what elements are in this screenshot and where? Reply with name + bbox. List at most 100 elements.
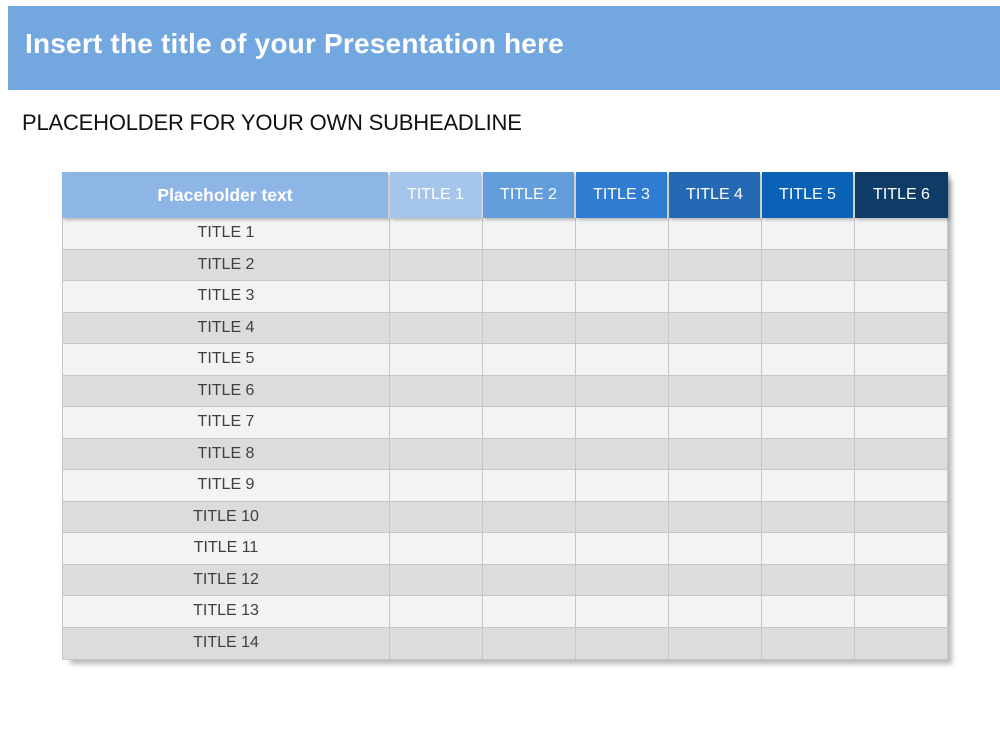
empty-cell[interactable] xyxy=(576,281,669,312)
empty-cell[interactable] xyxy=(762,312,855,343)
empty-cell[interactable] xyxy=(390,312,483,343)
empty-cell[interactable] xyxy=(483,375,576,406)
row-label-cell[interactable]: TITLE 3 xyxy=(63,281,390,312)
empty-cell[interactable] xyxy=(390,249,483,280)
empty-cell[interactable] xyxy=(576,501,669,532)
empty-cell[interactable] xyxy=(669,249,762,280)
empty-cell[interactable] xyxy=(483,281,576,312)
empty-cell[interactable] xyxy=(576,438,669,469)
empty-cell[interactable] xyxy=(576,533,669,564)
empty-cell[interactable] xyxy=(669,281,762,312)
header-cell-title-4[interactable]: TITLE 4 xyxy=(669,172,760,218)
empty-cell[interactable] xyxy=(576,249,669,280)
header-cell-title-2[interactable]: TITLE 2 xyxy=(483,172,574,218)
row-label-cell[interactable]: TITLE 6 xyxy=(63,375,390,406)
empty-cell[interactable] xyxy=(390,344,483,375)
empty-cell[interactable] xyxy=(855,439,947,470)
row-label-cell[interactable]: TITLE 7 xyxy=(63,407,390,438)
empty-cell[interactable] xyxy=(762,249,855,280)
empty-cell[interactable] xyxy=(576,375,669,406)
empty-cell[interactable] xyxy=(390,596,483,627)
empty-cell[interactable] xyxy=(762,218,855,249)
empty-cell[interactable] xyxy=(576,596,669,627)
row-label-cell[interactable]: TITLE 9 xyxy=(63,470,390,501)
empty-cell[interactable] xyxy=(390,470,483,501)
empty-cell[interactable] xyxy=(669,344,762,375)
empty-cell[interactable] xyxy=(483,564,576,595)
empty-cell[interactable] xyxy=(762,470,855,501)
empty-cell[interactable] xyxy=(762,627,855,659)
subheadline[interactable]: PLACEHOLDER FOR YOUR OWN SUBHEADLINE xyxy=(22,110,522,135)
empty-cell[interactable] xyxy=(390,533,483,564)
empty-cell[interactable] xyxy=(483,596,576,627)
header-cell-placeholder[interactable]: Placeholder text xyxy=(62,172,388,218)
header-cell-title-3[interactable]: TITLE 3 xyxy=(576,172,667,218)
empty-cell[interactable] xyxy=(762,596,855,627)
empty-cell[interactable] xyxy=(483,218,576,249)
row-label-cell[interactable]: TITLE 10 xyxy=(63,501,390,532)
slide-title[interactable]: Insert the title of your Presentation he… xyxy=(25,28,564,59)
empty-cell[interactable] xyxy=(483,407,576,438)
empty-cell[interactable] xyxy=(762,438,855,469)
header-cell-title-5[interactable]: TITLE 5 xyxy=(762,172,853,218)
empty-cell[interactable] xyxy=(855,565,947,596)
empty-cell[interactable] xyxy=(576,470,669,501)
empty-cell[interactable] xyxy=(483,627,576,659)
row-label-cell[interactable]: TITLE 1 xyxy=(63,218,390,249)
empty-cell[interactable] xyxy=(390,218,483,249)
row-label-cell[interactable]: TITLE 2 xyxy=(63,249,390,280)
empty-cell[interactable] xyxy=(762,281,855,312)
header-cell-title-1[interactable]: TITLE 1 xyxy=(390,172,481,218)
empty-cell[interactable] xyxy=(762,344,855,375)
empty-cell[interactable] xyxy=(855,218,947,249)
empty-cell[interactable] xyxy=(483,344,576,375)
empty-cell[interactable] xyxy=(762,564,855,595)
empty-cell[interactable] xyxy=(390,627,483,659)
empty-cell[interactable] xyxy=(390,564,483,595)
empty-cell[interactable] xyxy=(669,312,762,343)
row-label-cell[interactable]: TITLE 13 xyxy=(63,596,390,627)
empty-cell[interactable] xyxy=(762,533,855,564)
empty-cell[interactable] xyxy=(483,438,576,469)
empty-cell[interactable] xyxy=(669,375,762,406)
empty-cell[interactable] xyxy=(576,627,669,659)
empty-cell[interactable] xyxy=(483,533,576,564)
empty-cell[interactable] xyxy=(576,564,669,595)
empty-cell[interactable] xyxy=(669,501,762,532)
empty-cell[interactable] xyxy=(390,501,483,532)
empty-cell[interactable] xyxy=(390,375,483,406)
empty-cell[interactable] xyxy=(855,502,947,533)
empty-cell[interactable] xyxy=(855,628,947,660)
empty-cell[interactable] xyxy=(762,407,855,438)
empty-cell[interactable] xyxy=(762,501,855,532)
empty-cell[interactable] xyxy=(855,533,947,564)
empty-cell[interactable] xyxy=(855,250,947,281)
empty-cell[interactable] xyxy=(483,501,576,532)
empty-cell[interactable] xyxy=(669,533,762,564)
row-label-cell[interactable]: TITLE 11 xyxy=(63,533,390,564)
empty-cell[interactable] xyxy=(390,407,483,438)
empty-cell[interactable] xyxy=(855,313,947,344)
empty-cell[interactable] xyxy=(669,218,762,249)
empty-cell[interactable] xyxy=(855,470,947,501)
row-label-cell[interactable]: TITLE 8 xyxy=(63,438,390,469)
empty-cell[interactable] xyxy=(855,281,947,312)
empty-cell[interactable] xyxy=(669,438,762,469)
empty-cell[interactable] xyxy=(762,375,855,406)
empty-cell[interactable] xyxy=(576,344,669,375)
empty-cell[interactable] xyxy=(390,438,483,469)
empty-cell[interactable] xyxy=(576,218,669,249)
empty-cell[interactable] xyxy=(669,470,762,501)
empty-cell[interactable] xyxy=(483,470,576,501)
empty-cell[interactable] xyxy=(669,596,762,627)
header-cell-title-6[interactable]: TITLE 6 xyxy=(855,172,948,218)
empty-cell[interactable] xyxy=(669,564,762,595)
empty-cell[interactable] xyxy=(669,627,762,659)
row-label-cell[interactable]: TITLE 5 xyxy=(63,344,390,375)
empty-cell[interactable] xyxy=(483,249,576,280)
empty-cell[interactable] xyxy=(855,376,947,407)
empty-cell[interactable] xyxy=(576,312,669,343)
empty-cell[interactable] xyxy=(669,407,762,438)
empty-cell[interactable] xyxy=(855,344,947,375)
empty-cell[interactable] xyxy=(576,407,669,438)
